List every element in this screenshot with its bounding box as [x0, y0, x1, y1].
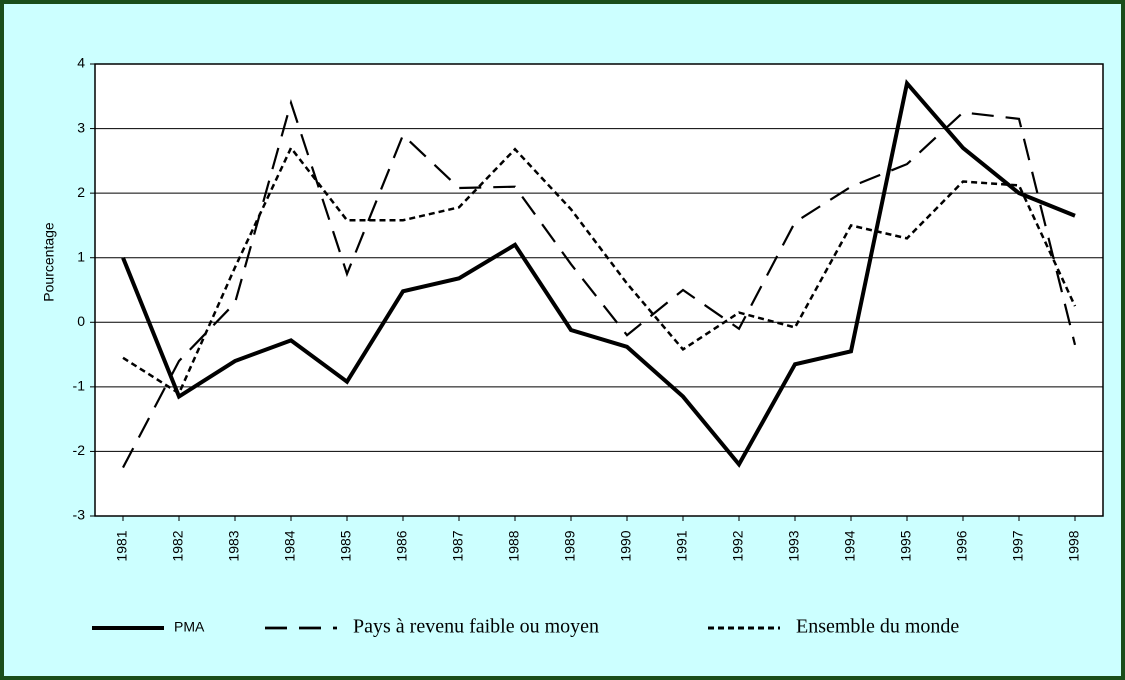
y-tick-label: 2 [77, 184, 85, 200]
y-tick-label: 1 [77, 248, 85, 264]
y-tick-label: -1 [73, 378, 86, 394]
legend-label: Pays à revenu faible ou moyen [353, 616, 599, 638]
y-tick-label: 0 [77, 313, 85, 329]
x-tick-label: 1993 [786, 530, 802, 561]
x-tick-label: 1995 [898, 530, 914, 561]
x-tick-label: 1998 [1066, 530, 1082, 561]
y-tick-label: 4 [77, 55, 85, 71]
x-tick-label: 1989 [562, 530, 578, 561]
series-line [122, 145, 1077, 396]
x-tick-label: 1994 [842, 530, 858, 561]
x-tick-label: 1991 [674, 530, 690, 561]
x-tick-label: 1990 [618, 530, 634, 561]
x-tick-label: 1982 [170, 530, 186, 561]
series-line [121, 79, 1076, 468]
x-tick-label: 1996 [954, 530, 970, 561]
x-tick-label: 1987 [450, 530, 466, 561]
x-tick-label: 1983 [226, 530, 242, 561]
x-tick-label: 1997 [1010, 530, 1026, 561]
plot-area [94, 63, 1104, 517]
x-tick-label: 1981 [114, 530, 130, 561]
y-tick-label: -3 [73, 507, 86, 523]
legend-label: PMA [174, 619, 205, 635]
y-tick-label: -2 [73, 442, 86, 458]
x-tick-label: 1988 [506, 530, 522, 561]
y-axis-label: Pourcentage [41, 222, 57, 302]
legend-label: Ensemble du monde [796, 616, 959, 638]
series-line [122, 98, 1077, 469]
x-tick-label: 1984 [282, 530, 298, 561]
x-tick-label: 1985 [338, 530, 354, 561]
x-tick-label: 1986 [394, 530, 410, 561]
x-tick-label: 1992 [730, 530, 746, 561]
y-tick-label: 3 [77, 119, 85, 135]
